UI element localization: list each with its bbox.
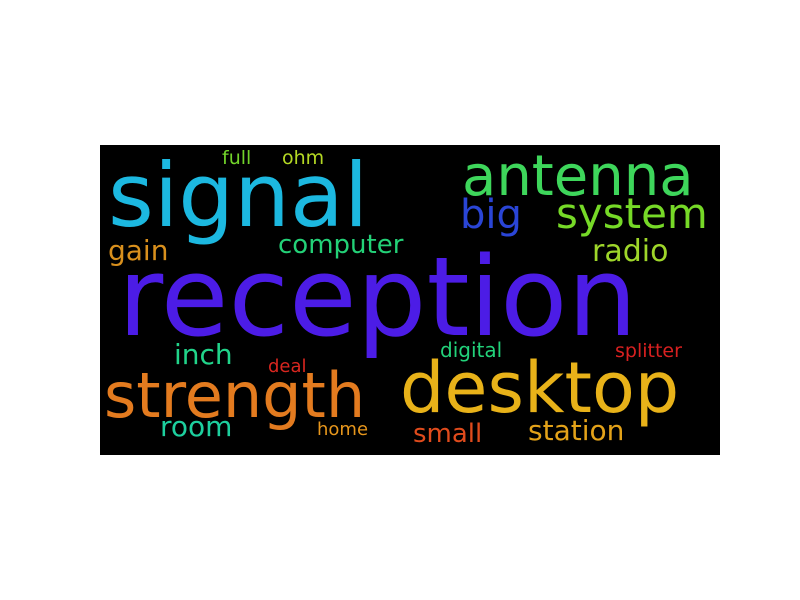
word-full: full xyxy=(222,147,252,169)
word-big: big xyxy=(460,192,522,238)
word-strength: strength xyxy=(104,359,366,432)
word-digital: digital xyxy=(440,338,503,362)
word-computer: computer xyxy=(278,230,404,260)
word-gain: gain xyxy=(108,234,169,267)
word-room: room xyxy=(160,410,233,443)
word-splitter: splitter xyxy=(615,340,682,362)
word-home: home xyxy=(317,419,369,440)
word-radio: radio xyxy=(592,234,669,269)
word-deal: deal xyxy=(268,356,307,377)
word-antenna: antenna xyxy=(462,145,694,209)
word-signal: signal xyxy=(108,145,369,247)
word-desktop: desktop xyxy=(400,347,680,429)
word-system: system xyxy=(556,189,708,238)
word-inch: inch xyxy=(174,338,233,371)
word-station: station xyxy=(528,414,625,447)
word-ohm: ohm xyxy=(282,147,325,169)
word-reception: reception xyxy=(118,233,638,361)
word-small: small xyxy=(413,419,483,449)
word-cloud-canvas: reception signal desktop strength antenn… xyxy=(100,145,720,455)
